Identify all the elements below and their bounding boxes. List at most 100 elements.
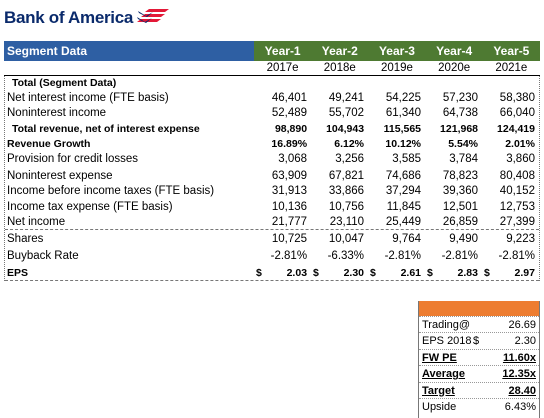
flag-icon <box>137 9 170 23</box>
eps-row[interactable]: EPS $2.03 $2.30 $2.61 $2.83 $2.97 <box>5 266 539 282</box>
table-row[interactable]: Total revenue, net of interest expense 9… <box>5 122 539 137</box>
cell-value: 124,419 <box>497 122 535 135</box>
valuation-row[interactable]: EPS 2018 $ 2.30 <box>419 332 539 348</box>
row-label: Net income <box>7 215 66 228</box>
table-row[interactable]: Total (Segment Data) <box>5 76 539 91</box>
cell-value: 39,360 <box>442 185 478 198</box>
cell-value: 80,408 <box>499 170 535 183</box>
cell-value: 67,821 <box>328 170 365 183</box>
table-row[interactable]: Shares 10,725 10,047 9,764 9,490 9,223 <box>5 232 539 247</box>
cell-value: -6.33% <box>327 250 365 263</box>
cell-value: 49,241 <box>328 92 365 105</box>
valuation-symbol <box>473 399 487 414</box>
valuation-row[interactable]: Upside 6.43% <box>419 397 539 414</box>
table-row[interactable]: Noninterest expense 63,909 67,821 74,686… <box>5 169 539 184</box>
cell-value: 31,913 <box>271 185 308 198</box>
cell-value: 3,585 <box>392 152 422 165</box>
valuation-value: 6.43% <box>504 400 536 413</box>
row-label: Net interest income (FTE basis) <box>7 92 169 105</box>
cell-value: -2.81% <box>384 250 422 263</box>
valuation-row[interactable]: FW PE 11.60x <box>419 348 539 365</box>
valuation-label: Trading@ <box>422 319 471 331</box>
valuation-row[interactable]: Trading@ 26.69 <box>419 316 539 332</box>
cell-value: 2.01% <box>505 137 535 150</box>
year-header: Year-1 <box>264 44 301 58</box>
cell-value: 2.03 <box>286 267 308 280</box>
valuation-value: 28.40 <box>508 384 536 397</box>
valuation-label: Average <box>422 368 466 381</box>
valuation-label: Upside <box>422 400 457 413</box>
valuation-label: Target <box>422 384 455 397</box>
eps-cell: $2.61 <box>368 266 425 280</box>
table-row[interactable]: Noninterest income 52,489 55,702 61,340 … <box>5 106 539 121</box>
cell-value: 23,110 <box>329 215 365 228</box>
fiscal-year: 2017e <box>266 62 299 74</box>
table-row[interactable]: Net interest income (FTE basis) 46,401 4… <box>5 91 539 106</box>
cell-value: 57,230 <box>442 92 478 105</box>
valuation-symbol <box>473 383 487 398</box>
cell-value: 37,294 <box>385 185 422 198</box>
cell-value: 27,399 <box>499 215 535 228</box>
cell-value: 54,225 <box>385 92 422 105</box>
row-label: Revenue Growth <box>7 137 91 150</box>
cell-value: 9,490 <box>449 232 478 245</box>
cell-value: 2.97 <box>514 267 535 280</box>
table-row[interactable]: Income before income taxes (FTE basis) 3… <box>5 184 539 199</box>
valuation-symbol <box>473 366 487 381</box>
cell-value: 9,764 <box>392 232 422 245</box>
currency-symbol: $ <box>370 267 376 280</box>
valuation-box: Trading@ 26.69 EPS 2018 $ 2.30 FW PE 11.… <box>418 301 540 418</box>
table-row[interactable]: Buyback Rate -2.81% -6.33% -2.81% -2.81%… <box>5 249 539 264</box>
cell-value: -2.81% <box>441 250 478 263</box>
cell-value: 40,152 <box>499 185 535 198</box>
cell-value: 3,860 <box>506 152 535 165</box>
valuation-value: 26.69 <box>508 319 536 331</box>
eps-cell: $2.03 <box>254 266 311 280</box>
table-row[interactable]: Revenue Growth 16.89% 6.12% 10.12% 5.54%… <box>5 137 539 152</box>
valuation-symbol <box>473 317 487 332</box>
cell-value: 5.54% <box>448 137 478 150</box>
cell-value: 74,686 <box>385 170 422 183</box>
row-label: Income tax expense (FTE basis) <box>7 200 173 213</box>
row-label: Provision for credit losses <box>7 152 139 165</box>
valuation-label: FW PE <box>422 351 457 364</box>
table-row[interactable]: Net income 21,777 23,110 25,449 26,859 2… <box>5 215 539 230</box>
cell-value: 46,401 <box>271 92 308 105</box>
cell-value: 66,040 <box>499 107 535 120</box>
cell-value: -2.81% <box>498 250 535 263</box>
valuation-label: EPS 2018 <box>422 335 472 348</box>
table-row[interactable]: Income tax expense (FTE basis) 10,136 10… <box>5 200 539 215</box>
cell-value: 3,784 <box>449 152 478 165</box>
valuation-symbol <box>473 350 487 365</box>
row-label: Total revenue, net of interest expense <box>12 122 200 135</box>
cell-value: 10,725 <box>271 232 308 245</box>
row-label: Buyback Rate <box>7 250 79 263</box>
valuation-row[interactable]: Target 28.40 <box>419 381 539 398</box>
table-row[interactable]: Provision for credit losses 3,068 3,256 … <box>5 152 539 167</box>
cell-value: 3,256 <box>335 152 365 165</box>
cell-value: 25,449 <box>385 215 422 228</box>
cell-value: 115,565 <box>383 122 422 135</box>
currency-symbol: $ <box>427 267 433 280</box>
row-label: Income before income taxes (FTE basis) <box>7 185 215 198</box>
cell-value: 2.61 <box>400 267 421 280</box>
row-label: Shares <box>7 232 44 245</box>
eps-cell: $2.97 <box>482 266 539 280</box>
valuation-value: 2.30 <box>514 335 536 348</box>
cell-value: 78,823 <box>442 170 478 183</box>
cell-value: 2.30 <box>343 267 365 280</box>
currency-symbol: $ <box>256 267 262 280</box>
year-header: Year-5 <box>493 44 530 58</box>
cell-value: 10,136 <box>271 200 308 213</box>
cell-value: -2.81% <box>270 250 308 263</box>
fiscal-year-row: 2017e 2018e 2019e 2020e 2021e <box>4 61 540 76</box>
fiscal-year: 2018e <box>323 62 356 74</box>
logo-wordmark: Bank of America <box>4 8 134 27</box>
valuation-row[interactable]: Average 12.35x <box>419 365 539 381</box>
row-label: EPS <box>7 267 29 280</box>
segment-header-bar: Segment Data Year-1 Year-2 Year-3 Year-4… <box>4 41 540 61</box>
cell-value: 63,909 <box>271 170 308 183</box>
currency-symbol: $ <box>313 267 319 280</box>
cell-value: 121,968 <box>440 122 479 135</box>
cell-value: 2.83 <box>457 267 478 280</box>
